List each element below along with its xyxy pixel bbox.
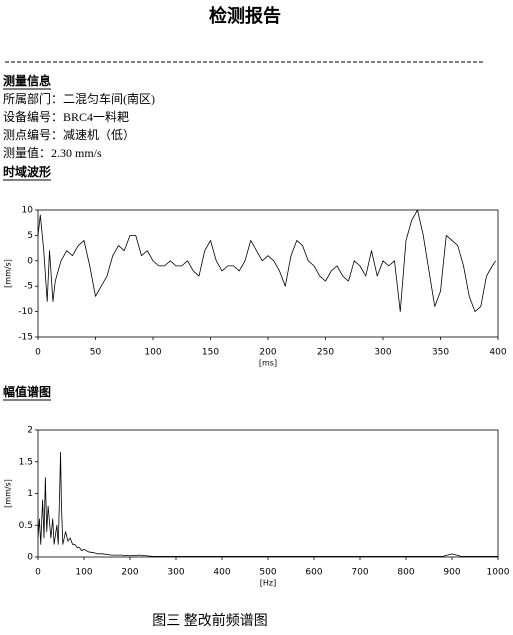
data-line xyxy=(37,451,498,557)
x-tick-label: 0 xyxy=(35,568,41,578)
y-axis-label: [mm/s] xyxy=(4,259,13,288)
y-tick-label: 0.5 xyxy=(19,521,33,531)
report-title: 检测报告 xyxy=(209,5,281,26)
x-tick-label: 0 xyxy=(35,348,41,358)
x-axis-label: [ms] xyxy=(259,359,277,368)
y-tick-label: 10 xyxy=(22,206,34,216)
x-tick-label: 1000 xyxy=(487,568,510,578)
x-tick-label: 250 xyxy=(317,348,334,358)
x-tick-label: 100 xyxy=(75,568,92,578)
y-axis-label: [mm/s] xyxy=(4,479,13,508)
x-tick-label: 150 xyxy=(202,348,219,358)
x-tick-label: 500 xyxy=(259,568,276,578)
x-tick-label: 50 xyxy=(90,348,102,358)
y-tick-label: 1 xyxy=(27,489,33,499)
plot-frame xyxy=(37,429,499,558)
chart-title: 时域波形 xyxy=(3,164,51,179)
chart-title: 幅值谱图 xyxy=(3,384,51,399)
x-tick-label: 400 xyxy=(213,568,230,578)
info-line: 设备编号：BRC4一料耙 xyxy=(3,109,129,124)
plot-frame xyxy=(37,209,499,338)
x-tick-label: 700 xyxy=(351,568,368,578)
y-tick-label: 0 xyxy=(27,553,33,563)
x-tick-label: 600 xyxy=(305,568,322,578)
figure-caption: 图三 整改前频谱图 xyxy=(152,612,268,629)
y-tick-label: -5 xyxy=(24,282,33,292)
x-tick-label: 300 xyxy=(167,568,184,578)
x-tick-label: 300 xyxy=(374,348,391,358)
x-tick-label: 100 xyxy=(144,348,161,358)
y-tick-label: 1.5 xyxy=(19,457,33,467)
data-line xyxy=(37,209,497,312)
x-tick-label: 200 xyxy=(259,348,276,358)
info-line: 所属部门：二混匀车间(南区) xyxy=(3,91,155,106)
x-tick-label: 800 xyxy=(397,568,414,578)
x-tick-label: 200 xyxy=(121,568,138,578)
y-tick-label: -10 xyxy=(18,307,33,317)
section-heading: 测量信息 xyxy=(3,73,51,88)
y-tick-label: 5 xyxy=(27,231,33,241)
x-tick-label: 900 xyxy=(443,568,460,578)
y-tick-label: -15 xyxy=(18,333,33,343)
info-line: 测点编号：减速机（低） xyxy=(3,127,135,142)
x-tick-label: 350 xyxy=(432,348,449,358)
y-tick-label: 0 xyxy=(27,256,33,266)
info-line: 测量值：2.30 mm/s xyxy=(3,145,102,160)
x-axis-label: [Hz] xyxy=(260,579,276,588)
x-tick-label: 400 xyxy=(489,348,506,358)
y-tick-label: 2 xyxy=(27,426,33,436)
